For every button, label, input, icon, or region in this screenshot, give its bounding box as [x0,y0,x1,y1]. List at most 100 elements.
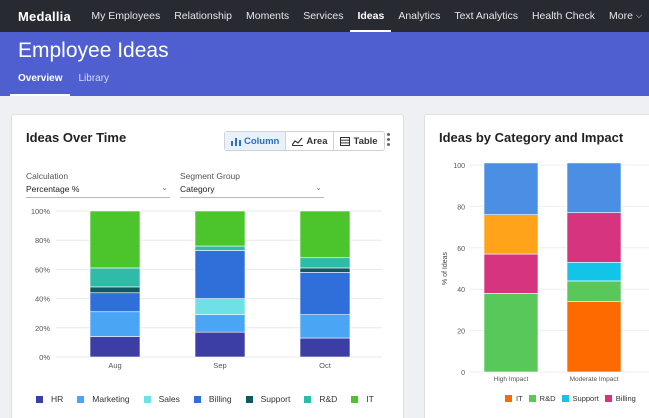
y-tick-label: 100 [453,163,465,170]
ideas-over-time-chart: 0% 20% 40% 60% 80% 100% Aug Sep Oct [31,207,382,370]
segment-group-select[interactable]: Category ⌄ [180,183,324,198]
legend-item-billing[interactable]: Billing [193,394,232,404]
bar-segment[interactable] [194,298,246,315]
legend-label: Support [260,394,291,404]
legend-swatch [505,395,512,402]
column-view-button[interactable]: Column [225,132,287,150]
more-label: More [608,10,633,22]
nav-item-more[interactable]: More ⌵ [602,0,649,32]
legend-label: Marketing [92,394,130,404]
nav-item-moments[interactable]: Moments [246,10,290,22]
bar-segment[interactable] [299,337,351,358]
x-tick-label: Moderate Impact [570,376,619,383]
area-chart-icon [292,137,304,146]
legend-swatch [193,395,201,403]
bar-segment[interactable] [89,286,141,294]
bar-segment[interactable] [89,210,141,269]
legend-item-it[interactable]: IT [505,394,523,403]
medallia-logo[interactable]: Medallia [18,8,71,24]
tab-overview[interactable]: Overview [10,72,71,96]
bar-segment[interactable] [194,210,246,247]
legend-label: IT [516,394,523,403]
bar-segment[interactable] [299,272,351,315]
y-axis-label: % of Ideas [442,251,449,285]
y-tick-label: 80% [35,236,50,245]
area-view-button[interactable]: Area [286,132,335,150]
legend-label: HR [51,394,64,404]
nav-item-health-check[interactable]: Health Check [531,10,595,22]
x-tick-label: Aug [108,361,121,370]
calculation-value: Percentage % [26,184,80,194]
nav-item-text-analytics[interactable]: Text Analytics [454,10,518,22]
chart-legend: HR Marketing Sales Billing Support R&D I… [36,394,388,404]
legend-item-support[interactable]: Support [561,394,599,403]
card-title: Ideas by Category and Impact [439,130,624,145]
bar-segment[interactable] [566,162,622,213]
ideas-over-time-card: Ideas Over Time Column Area Table Calcul… [11,114,404,418]
calculation-select[interactable]: Percentage % ⌄ [26,183,170,198]
legend-label: Billing [208,394,232,404]
ideas-by-category-chart: 0 20 40 60 80 100 % of Ideas High Impact Moderat… [442,162,649,383]
bar-segment[interactable] [566,261,622,282]
nav-item-my-employees[interactable]: My Employees [91,10,161,22]
area-label: Area [306,135,328,147]
card-title: Ideas Over Time [26,130,127,145]
bar-segment[interactable] [483,214,539,255]
segment-group-label: Segment Group [180,171,241,181]
x-tick-label: High Impact [494,376,529,383]
view-toggle: Column Area Table [224,131,385,151]
y-tick-label: 40 [457,287,465,294]
legend-swatch [561,395,569,402]
bar-segment[interactable] [299,210,351,259]
bar-segment[interactable] [566,212,622,263]
nav-item-relationship[interactable]: Relationship [174,10,232,22]
bar-segment[interactable] [566,280,622,302]
chevron-down-icon: ⌄ [315,183,322,192]
tab-library[interactable]: Library [78,73,110,84]
legend-item-billing[interactable]: Billing [604,394,636,403]
nav-item-analytics[interactable]: Analytics [398,10,441,22]
bar-segment[interactable] [483,253,539,294]
legend-item-rd[interactable]: R&D [528,394,556,403]
more-options-icon[interactable] [385,133,391,149]
bar-segment[interactable] [194,314,246,333]
top-nav: Medallia My Employees Relationship Momen… [0,0,649,32]
x-tick-label: Sep [213,361,226,370]
legend-item-it[interactable]: IT [351,394,374,404]
bar-segment[interactable] [89,267,141,288]
bar-segment[interactable] [194,245,246,251]
bar-segment[interactable] [483,162,539,215]
legend-item-support[interactable]: Support [245,394,291,404]
bar-segment[interactable] [299,267,351,273]
legend-item-sales[interactable]: Sales [143,394,180,404]
legend-label: Billing [615,394,636,403]
calculation-label: Calculation [26,171,69,181]
chevron-down-icon: ⌵ [635,11,642,20]
legend-item-hr[interactable]: HR [36,394,63,404]
table-view-button[interactable]: Table [334,132,383,150]
bar-segment[interactable] [483,293,539,373]
column-chart-icon [231,137,241,146]
table-label: Table [353,135,378,147]
chart-legend: IT R&D Support Billing [505,394,642,403]
bar-segment[interactable] [299,257,351,269]
nav-item-ideas[interactable]: Ideas [350,0,392,32]
legend-item-rd[interactable]: R&D [304,394,337,404]
bar-segment[interactable] [89,311,141,337]
bar-segment[interactable] [89,292,141,313]
bar-segment[interactable] [194,331,246,358]
legend-swatch [528,395,536,402]
nav-item-services[interactable]: Services [303,10,344,22]
legend-swatch [304,395,312,403]
bar-segment[interactable] [194,250,246,299]
bar-segment[interactable] [566,301,622,373]
bar-segment[interactable] [299,314,351,339]
x-tick-label: Oct [319,361,332,370]
bar-segment[interactable] [89,336,141,358]
legend-swatch [245,395,253,403]
page-header: Employee Ideas Overview Library [0,32,649,96]
y-tick-label: 40% [35,295,50,304]
legend-item-marketing[interactable]: Marketing [77,394,130,404]
chevron-down-icon: ⌄ [161,183,168,192]
y-tick-label: 60% [35,265,50,274]
